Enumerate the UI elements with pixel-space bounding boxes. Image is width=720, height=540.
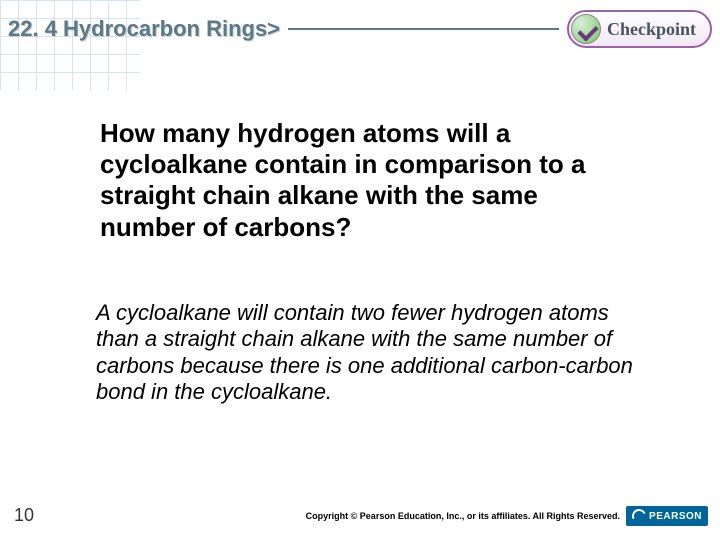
copyright-text: Copyright © Pearson Education, Inc., or … [306,511,620,521]
checkpoint-badge: Checkpoint [567,10,712,48]
title-divider [288,28,559,30]
slide-footer: Copyright © Pearson Education, Inc., or … [306,506,708,526]
answer-text: A cycloalkane will contain two fewer hyd… [96,300,646,406]
page-number: 10 [14,505,34,526]
logo-arc-icon [630,507,648,525]
slide-header: 22. 4 Hydrocarbon Rings> Checkpoint [8,10,712,48]
checkpoint-label: Checkpoint [607,19,696,40]
logo-text: PEARSON [649,511,702,522]
checkmark-icon [571,14,601,44]
section-title: 22. 4 Hydrocarbon Rings> [8,16,280,42]
question-text: How many hydrogen atoms will a cycloalka… [100,118,640,243]
pearson-logo: PEARSON [626,506,708,526]
